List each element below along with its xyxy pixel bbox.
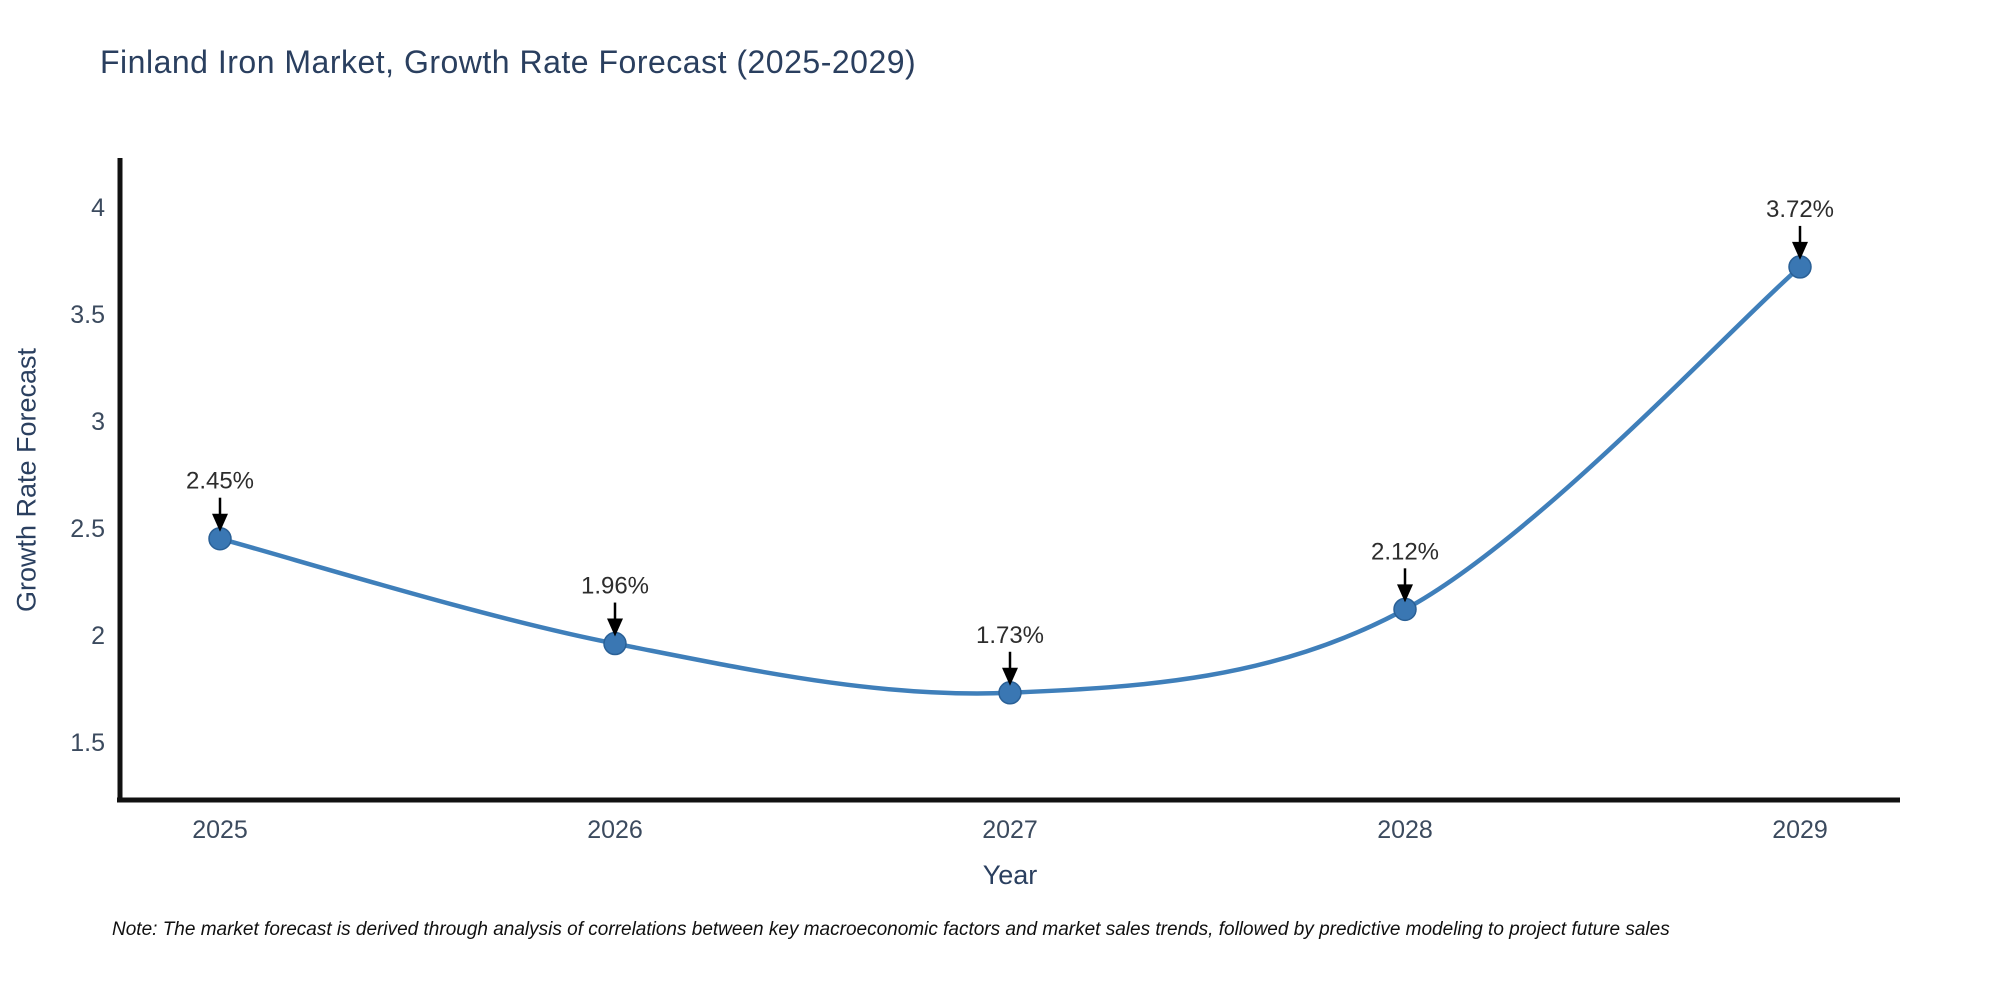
x-tick-label: 2025	[192, 816, 248, 844]
x-tick-label: 2027	[982, 816, 1038, 844]
point-value-label: 2.12%	[1371, 538, 1439, 565]
chart-title: Finland Iron Market, Growth Rate Forecas…	[100, 44, 917, 80]
footnote: Note: The market forecast is derived thr…	[112, 919, 1670, 940]
annotation-arrow-head	[1002, 667, 1018, 686]
axes-layer: 4 3.5 3 2.5 2 1.5 2025 2026 2027 2028 2029	[70, 158, 1900, 844]
y-tick-label: 4	[91, 194, 105, 222]
series-layer	[208, 255, 1812, 705]
annotation-layer: 2.45% 1.96% 1.73% 2.12% 3.72%	[186, 196, 1834, 686]
x-tick-label: 2028	[1377, 816, 1433, 844]
x-tick-label: 2029	[1772, 816, 1828, 844]
point-value-label: 3.72%	[1766, 196, 1834, 223]
y-tick-label: 3.5	[70, 301, 105, 329]
annotation-arrow-head	[212, 513, 228, 532]
annotation-arrow-head	[1397, 584, 1413, 603]
x-tick-label: 2026	[587, 816, 643, 844]
point-value-label: 1.96%	[581, 573, 649, 600]
annotation-arrow-head	[1792, 241, 1808, 260]
y-tick-label: 3	[91, 408, 105, 436]
y-tick-label: 2	[91, 622, 105, 650]
point-value-label: 2.45%	[186, 468, 254, 495]
x-axis-label: Year	[982, 860, 1038, 890]
annotation-arrow-head	[607, 618, 623, 637]
y-tick-label: 2.5	[70, 515, 105, 543]
y-tick-label: 1.5	[70, 729, 105, 757]
point-value-label: 1.73%	[976, 622, 1044, 649]
